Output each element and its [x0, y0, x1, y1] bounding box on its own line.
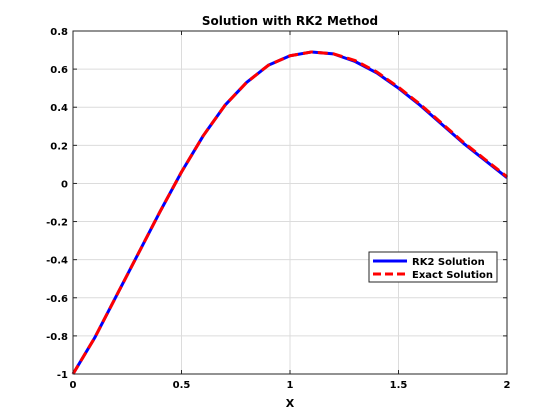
- x-tick-label: 1: [287, 380, 294, 391]
- axes: 0 0.5 1 1.5 2 -1 -0.8 -0.6 -0.4 -0.2 0 0.2 0.4 0.6 0.8: [46, 27, 510, 391]
- y-tick-label: -0.4: [46, 256, 68, 267]
- x-tick-label: 2: [504, 380, 511, 391]
- y-tick-label: -0.6: [46, 294, 68, 305]
- legend: RK2 Solution Exact Solution: [368, 251, 498, 283]
- y-tick-label: 0: [61, 179, 68, 190]
- legend-box: [368, 251, 498, 283]
- x-axis-label: X: [286, 397, 295, 410]
- chart-title: Solution with RK2 Method: [202, 14, 378, 28]
- legend-label-exact: Exact Solution: [412, 270, 493, 281]
- x-tick-label: 0: [70, 380, 77, 391]
- legend-label-rk2: RK2 Solution: [412, 257, 485, 268]
- plot-series: [71, 50, 508, 375]
- y-tick-label: 0.2: [50, 141, 68, 152]
- x-tick-label: 1.5: [390, 380, 408, 391]
- y-tick-label: 0.6: [50, 65, 68, 76]
- y-tick-label: 0.8: [50, 27, 68, 38]
- x-tick-label: 0.5: [173, 380, 191, 391]
- y-tick-label: -0.2: [46, 218, 68, 229]
- series-line-exact: [71, 50, 508, 375]
- y-tick-label: 0.4: [50, 103, 68, 114]
- y-tick-label: -0.8: [46, 332, 68, 343]
- y-tick-label: -1: [57, 370, 68, 381]
